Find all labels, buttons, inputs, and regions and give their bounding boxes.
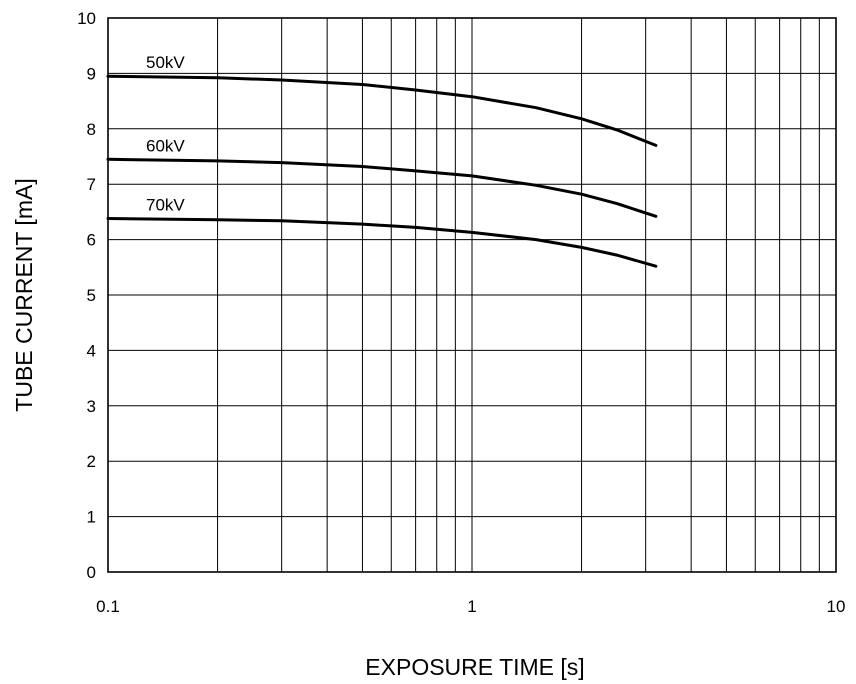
y-tick-label: 0: [87, 563, 96, 582]
y-tick-label: 2: [87, 452, 96, 471]
series-label-70kV: 70kV: [146, 196, 185, 215]
series-lines: [106, 74, 658, 268]
y-tick-label: 1: [87, 508, 96, 527]
y-tick-label: 5: [87, 286, 96, 305]
x-tick-label: 0.1: [96, 597, 120, 616]
series-line-60kV: [106, 157, 658, 218]
y-tick-label: 8: [87, 120, 96, 139]
series-label-50kV: 50kV: [146, 53, 185, 72]
y-tick-label: 4: [87, 341, 96, 360]
series-labels: 50kV 60kV 70kV: [146, 53, 185, 214]
grid-lines: [108, 18, 836, 572]
plot-frame: [107, 17, 837, 573]
y-tick-label: 3: [87, 397, 96, 416]
y-tick-label: 10: [77, 9, 96, 28]
y-tick-label: 6: [87, 231, 96, 250]
y-tick-labels: 0 1 2 3 4 5 6 7 8 9 10: [77, 9, 96, 582]
series-label-60kV: 60kV: [146, 136, 185, 155]
x-tick-label: 10: [827, 597, 846, 616]
y-tick-label: 7: [87, 175, 96, 194]
y-axis-title: TUBE CURRENT [mA]: [11, 178, 37, 411]
x-tick-labels: 0.1 1 10: [96, 597, 845, 616]
x-tick-label: 1: [467, 597, 476, 616]
series-line-50kV: [106, 74, 658, 147]
y-tick-label: 9: [87, 64, 96, 83]
x-axis-title: EXPOSURE TIME [s]: [365, 654, 584, 680]
series-line-70kV: [106, 217, 658, 268]
